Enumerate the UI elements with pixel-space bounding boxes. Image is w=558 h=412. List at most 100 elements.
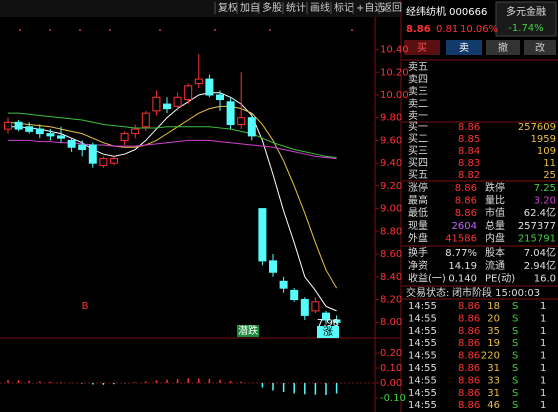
- sector-change: -1.74%: [508, 23, 543, 34]
- stat-label: 跌停: [485, 181, 505, 194]
- tick-cell: S: [512, 388, 518, 399]
- bid-cell: 8.83: [458, 158, 480, 169]
- y-tick-label: 9.80: [380, 113, 402, 124]
- sell-button[interactable]: [446, 40, 482, 55]
- bid-cell: 8.84: [458, 146, 480, 157]
- bid-cell: 买四: [408, 157, 428, 169]
- toolbar-button[interactable]: 统计: [286, 1, 306, 14]
- candle-body: [216, 94, 224, 101]
- tick-cell: 8.86: [458, 313, 480, 324]
- stat-value: 8.77%: [445, 248, 477, 259]
- candle-body: [184, 85, 193, 101]
- tick-cell: 14:55: [408, 301, 437, 312]
- tick-cell: 20: [487, 313, 500, 324]
- toolbar-button[interactable]: 复权: [218, 1, 238, 14]
- candle-body: [279, 280, 288, 289]
- markers: [19, 29, 353, 31]
- toolbar-button[interactable]: 标记: [334, 2, 354, 14]
- tick-cell: S: [512, 351, 518, 362]
- tick-cell: 1: [540, 375, 546, 386]
- candle-body: [4, 121, 12, 130]
- tick-cell: 1: [540, 388, 546, 399]
- candle-body: [78, 144, 87, 151]
- change: 0.81: [436, 24, 458, 35]
- candle-body: [269, 260, 277, 273]
- tick-cell: 14:55: [408, 375, 437, 386]
- tick-cell: 14:55: [408, 351, 437, 362]
- button-label[interactable]: 卖: [459, 42, 469, 54]
- bid-cell: 买一: [408, 121, 428, 133]
- y-tick-label: 9.40: [380, 158, 402, 169]
- tick-cell: 14:55: [408, 326, 437, 337]
- button-label[interactable]: 撤: [498, 41, 508, 54]
- candle-body: [163, 103, 171, 110]
- stat-label: 换手: [408, 246, 428, 259]
- bid-cell: 109: [537, 146, 556, 157]
- candle-body: [25, 126, 34, 132]
- candle-body: [247, 117, 256, 137]
- change-pct: 10.06%: [460, 24, 498, 35]
- stat-label: 涨停: [408, 181, 428, 194]
- stat-label: 市值: [485, 206, 505, 219]
- y-tick-label: 8.20: [380, 295, 402, 306]
- tick-cell: 1: [540, 313, 546, 324]
- cancel-button[interactable]: [486, 40, 520, 55]
- ma-line: [7, 105, 338, 289]
- tick-cell: 14:55: [408, 400, 437, 411]
- tick-cell: 18: [487, 301, 500, 312]
- candle-body: [194, 78, 203, 85]
- ma-line: [8, 139, 337, 160]
- tick-cell: 8.86: [458, 375, 480, 386]
- stat-value: 0.140: [448, 274, 477, 285]
- button-label[interactable]: 买: [417, 42, 427, 54]
- tick-cell: S: [512, 375, 518, 386]
- ask-cell: 卖一: [408, 110, 428, 122]
- candle-body: [110, 158, 118, 164]
- bid-cell: 8.86: [458, 122, 480, 133]
- annotation: 涨: [323, 326, 333, 338]
- toolbar-button[interactable]: 返回: [382, 2, 402, 14]
- tick-cell: S: [512, 301, 518, 312]
- y-tick-label: 8.00: [380, 317, 402, 328]
- annotation: 7.98: [317, 318, 339, 329]
- toolbar-button[interactable]: 画线: [310, 1, 330, 14]
- stat-value: 3.20: [534, 196, 556, 207]
- candle-body: [226, 101, 235, 126]
- buy-button[interactable]: [404, 40, 440, 55]
- stat-label: 内盘: [485, 231, 505, 244]
- stat-value: 2604: [452, 221, 477, 232]
- candle-body: [258, 208, 267, 262]
- annotation-bg: [317, 326, 339, 338]
- button-label[interactable]: 改: [535, 41, 545, 54]
- y-tick-label: 0.00: [380, 378, 402, 389]
- stat-label: PE(动): [485, 273, 515, 285]
- y-tick-label: 8.40: [380, 272, 402, 283]
- stat-label: 最低: [408, 206, 428, 219]
- tick-cell: 14:55: [408, 313, 437, 324]
- candle-body: [46, 133, 55, 137]
- toolbar-button[interactable]: 加自: [240, 1, 260, 14]
- tick-cell: 46: [487, 400, 500, 411]
- status-label: 交易状态:: [406, 286, 449, 299]
- stat-label: 最高: [408, 194, 428, 207]
- ma-line: [8, 112, 337, 158]
- tick-cell: S: [512, 326, 518, 337]
- candle-body: [290, 289, 299, 301]
- toolbar-button[interactable]: +自选: [356, 1, 384, 14]
- candle-body: [131, 128, 140, 135]
- annotation: B: [82, 301, 89, 312]
- y-tick-label: 10.40: [380, 45, 409, 56]
- ask-cell: 卖四: [408, 73, 428, 85]
- tick-cell: 1: [540, 326, 546, 337]
- modify-button[interactable]: [524, 40, 556, 55]
- toolbar-button[interactable]: 多股: [262, 1, 282, 14]
- y-tick-label: 0.10: [380, 363, 402, 374]
- y-tick-label: 9.20: [380, 181, 402, 192]
- tick-cell: 1: [540, 351, 546, 362]
- candle-body: [237, 117, 246, 126]
- bid-cell: 8.85: [458, 134, 480, 145]
- tick-cell: 1: [540, 338, 546, 349]
- stat-label: 收益(一): [408, 272, 446, 285]
- tick-cell: S: [512, 338, 518, 349]
